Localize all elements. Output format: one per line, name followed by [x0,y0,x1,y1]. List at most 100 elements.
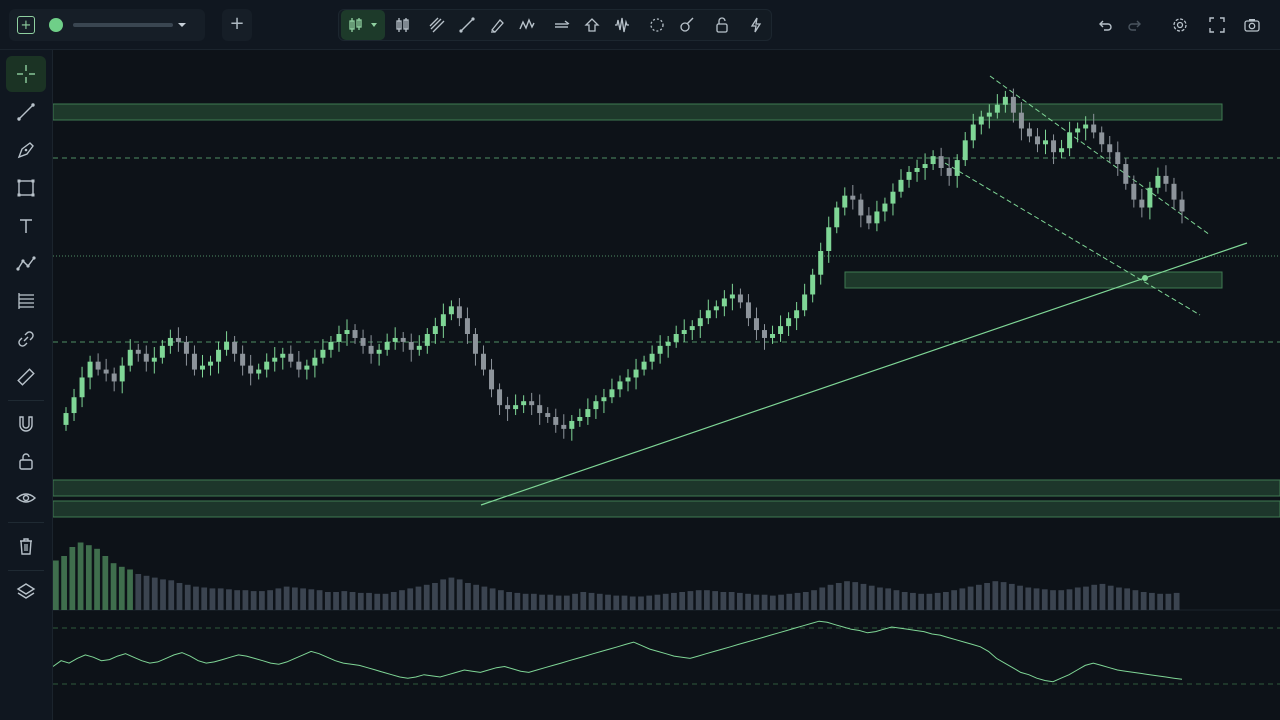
volume-bar [580,592,587,610]
candle-body [376,349,382,354]
volume-bar [390,592,397,610]
candle-body [352,330,358,338]
volume-bar [382,593,389,610]
volume-bar [745,593,751,610]
fibonacci-tool-icon[interactable] [15,290,37,312]
candle-body [1026,128,1032,137]
candle-body [71,397,77,414]
volume-bar [94,548,100,610]
camera-icon[interactable] [1243,16,1261,34]
candle-body [778,326,784,334]
paint-icon[interactable] [678,16,696,34]
candle-body [472,334,478,354]
volume-bar [184,584,191,610]
candle-body [601,397,607,402]
lightning-icon[interactable] [747,16,765,34]
candle-body [175,337,181,342]
volume-bar [1116,587,1122,610]
price-chart-svg[interactable] [53,50,1280,720]
lock-icon[interactable] [713,16,731,34]
trend-line[interactable] [480,242,1248,506]
magnet-icon[interactable] [15,413,37,435]
chart-type-button[interactable] [341,10,385,40]
volume-bar [761,594,768,610]
eye-icon[interactable] [15,487,37,509]
candle-body [208,361,214,366]
chart-area[interactable] [53,50,1280,720]
volume-bar [349,592,356,610]
candle-body [1002,96,1008,105]
polyline-tool-icon[interactable] [15,253,37,275]
volume-bar [1149,592,1155,610]
volume-bar [868,585,875,610]
candle-body [922,164,928,168]
lock-drawings-icon[interactable] [15,450,37,472]
redo-icon[interactable] [1126,16,1144,34]
candle-body [424,334,430,346]
sidebar-divider [8,522,44,523]
support-zone-bottom[interactable] [53,500,1280,518]
volume-bar [53,560,59,610]
volume-bar [1066,589,1073,610]
add-button[interactable]: + [222,9,252,41]
candle-body [79,377,85,398]
channel-upper-line[interactable] [989,75,1211,236]
parallel-channel-icon[interactable] [428,16,446,34]
volume-bar [786,593,793,610]
link-icon[interactable] [15,328,37,350]
candle-body [649,353,655,362]
resistance-zone[interactable] [53,103,1223,121]
drawing-toolbar [338,9,772,41]
support-zone-lower[interactable] [53,479,1280,497]
volume-bar [1074,587,1081,610]
line-tool-icon[interactable] [15,101,37,123]
candle-body [802,294,808,311]
candle-body [737,294,743,303]
layers-icon[interactable] [15,581,37,603]
volume-bar [498,590,504,610]
text-tool-icon[interactable] [15,215,37,237]
waveform-icon[interactable] [613,16,631,34]
circle-icon[interactable] [648,16,666,34]
candle-body [497,389,503,406]
candle-body [537,405,543,414]
volume-bar [226,589,232,610]
candle-body [392,337,398,342]
anchor-point[interactable] [1142,275,1148,281]
candle-body [858,199,864,216]
volume-bar [769,595,776,610]
candle-body [617,381,623,390]
candle-body [416,345,422,350]
pen-tool-icon[interactable] [15,139,37,161]
volume-bar [736,592,743,610]
volume-bar [910,592,916,610]
candle-body [625,377,631,382]
symbol-selector[interactable]: + [9,9,205,41]
undo-icon[interactable] [1096,16,1114,34]
rectangle-tool-icon[interactable] [15,177,37,199]
ruler-icon[interactable] [15,366,37,388]
home-icon[interactable] [583,16,601,34]
fullscreen-icon[interactable] [1208,16,1226,34]
candle-body [127,349,133,366]
settings-gear-icon[interactable] [1171,16,1189,34]
volume-bar [893,590,900,610]
candle-body [898,179,904,192]
bars-icon[interactable] [394,16,412,34]
volume-bar [943,592,949,610]
candle-body [1163,175,1169,184]
volume-bar [951,590,957,610]
candle-body [786,318,792,327]
candle-body [866,215,872,224]
arrow-icon[interactable] [553,16,571,34]
volume-bar [259,591,265,610]
channel-lower-line[interactable] [944,162,1201,316]
volume-bar [926,593,933,610]
zigzag-icon[interactable] [518,16,536,34]
brush-icon[interactable] [488,16,506,34]
crosshair-icon[interactable] [15,63,37,85]
trend-line-icon[interactable] [458,16,476,34]
support-zone[interactable] [844,271,1223,289]
volume-bar [1124,588,1131,610]
trash-icon[interactable] [15,535,37,557]
